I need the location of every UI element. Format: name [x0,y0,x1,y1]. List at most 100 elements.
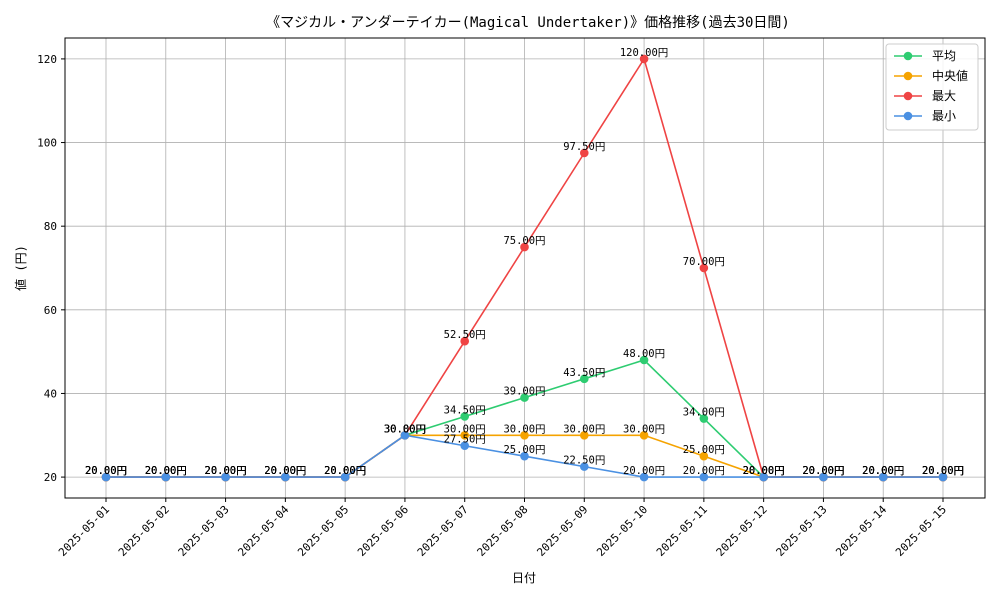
data-point [579,462,589,471]
x-tick-label: 2025-05-03 [176,503,232,559]
x-tick-label: 2025-05-02 [116,503,172,559]
x-tick-label: 2025-05-14 [833,503,889,559]
data-label: 97.50円 [563,141,605,153]
legend-item: 中央値 [894,68,968,83]
legend-label: 最小 [932,109,956,123]
data-point [340,472,350,482]
legend-swatch-marker [903,51,913,61]
data-label: 120.00円 [620,47,668,59]
series-layer [101,54,948,482]
data-label: 20.00円 [743,465,785,477]
data-point [520,242,529,252]
data-label: 20.00円 [324,465,366,477]
data-point [460,336,470,346]
data-label-layer: 20.00円 20.00円 20.00円 20.00円 20.00円 30.00円 34.5… [85,47,964,477]
legend-item: 最小 [894,109,956,123]
data-label: 20.00円 [264,465,306,477]
data-point [520,451,529,461]
data-point [579,430,589,440]
data-label: 20.00円 [85,465,127,477]
data-label: 48.00円 [623,348,665,360]
data-label: 20.00円 [862,465,904,477]
data-point [639,430,649,440]
y-tick-label: 40 [44,387,57,400]
data-label: 34.50円 [444,404,486,416]
legend-swatch-marker [903,71,913,81]
x-axis-title: 日付 [512,571,536,585]
data-label: 30.00円 [384,423,426,435]
y-axis-title: 値 (円) [13,245,28,291]
data-point [221,472,230,482]
data-label: 20.00円 [205,465,247,477]
data-point [878,472,888,482]
data-point [460,412,470,421]
data-label: 20.00円 [743,465,785,477]
data-point [759,472,768,482]
x-tick-label: 2025-05-06 [355,503,411,559]
data-label: 20.00円 [324,465,366,477]
legend-item: 平均 [894,49,956,63]
data-label: 25.00円 [503,444,545,456]
y-tick-label: 80 [44,220,57,233]
data-label: 20.00円 [922,465,964,477]
data-label: 20.00円 [264,465,306,477]
data-point [819,472,828,482]
data-label: 20.00円 [85,465,127,477]
x-tick-label: 2025-05-01 [56,503,112,559]
data-label: 70.00円 [683,256,725,268]
data-label: 20.00円 [324,465,366,477]
data-label: 20.00円 [743,465,785,477]
data-label: 20.00円 [743,465,785,477]
data-point [639,355,649,365]
data-label: 20.00円 [802,465,844,477]
x-tick-label: 2025-05-15 [893,503,949,559]
data-label: 20.00円 [922,465,964,477]
data-label: 34.00円 [683,407,725,419]
data-point [161,472,171,482]
data-label: 20.00円 [205,465,247,477]
data-label: 20.00円 [683,465,725,477]
x-tick-label: 2025-05-07 [415,503,471,559]
data-label: 20.00円 [264,465,306,477]
data-label: 30.00円 [384,423,426,435]
data-point [699,263,709,273]
x-tick-label: 2025-05-05 [295,503,351,559]
legend-swatch-marker [903,91,913,101]
legend-label: 平均 [932,49,956,63]
data-point [520,430,529,440]
data-label: 52.50円 [444,329,486,341]
y-tick-label: 120 [37,53,57,66]
legend-label: 最大 [932,89,956,103]
data-label: 20.00円 [862,465,904,477]
data-label: 20.00円 [145,465,187,477]
data-point [520,393,529,402]
x-tick-label: 2025-05-04 [235,503,291,559]
data-label: 20.00円 [205,465,247,477]
x-tick-label: 2025-05-08 [475,503,531,559]
data-point [460,430,470,440]
data-label: 30.00円 [623,423,665,435]
data-point [460,441,470,451]
data-label: 20.00円 [145,465,187,477]
data-label: 20.00円 [264,465,306,477]
data-label: 20.00円 [145,465,187,477]
y-tick-label: 60 [44,304,57,317]
data-point [639,472,649,482]
data-label: 20.00円 [802,465,844,477]
data-label: 30.00円 [444,423,486,435]
data-label: 27.50円 [444,434,486,446]
data-label: 20.00円 [623,465,665,477]
data-label: 20.00円 [205,465,247,477]
data-point [400,430,410,440]
x-tick-label: 2025-05-13 [774,503,830,559]
data-label: 22.50円 [563,455,605,467]
x-tick-label: 2025-05-10 [594,503,650,559]
data-label: 30.00円 [384,423,426,435]
data-label: 30.00円 [563,423,605,435]
data-label: 20.00円 [85,465,127,477]
data-label: 75.00円 [503,235,545,247]
data-label: 25.00円 [683,444,725,456]
